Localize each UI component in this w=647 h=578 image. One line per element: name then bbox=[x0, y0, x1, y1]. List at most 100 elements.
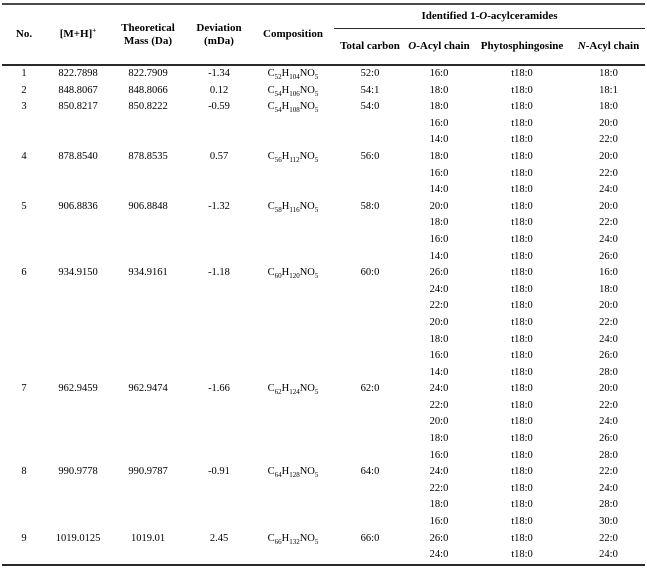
cell-phytosphingosine: t18:0 bbox=[511, 167, 533, 179]
cell-n-acyl-chain: 24:0 bbox=[599, 233, 618, 245]
table-row: 16:0 t18:0 22:0 bbox=[2, 166, 645, 183]
cell-o-acyl-chain: 24:0 bbox=[429, 383, 449, 395]
cell-o-acyl-chain: 24:0 bbox=[429, 283, 449, 295]
cell-phytosphingosine: t18:0 bbox=[511, 68, 533, 79]
cell-phytosphingosine: t18:0 bbox=[511, 366, 533, 378]
cell-o-acyl-chain: 16:0 bbox=[429, 117, 449, 129]
cell-phytosphingosine: t18:0 bbox=[511, 84, 533, 96]
cell-mh: 906.8836 bbox=[58, 200, 98, 212]
table-row: 1 822.7898 822.7909 -1.34 C52H104NO5 52:0 16:0… bbox=[2, 65, 645, 83]
cell-phytosphingosine: t18:0 bbox=[511, 250, 533, 262]
cell-n-acyl-chain: 18:0 bbox=[599, 101, 618, 113]
cell-deviation: -1.18 bbox=[208, 267, 230, 279]
cell-n-acyl-chain: 22:0 bbox=[599, 217, 618, 229]
cell-o-acyl-chain: 16:0 bbox=[429, 68, 449, 79]
col-header-no: No. bbox=[15, 28, 33, 40]
cell-deviation: 2.45 bbox=[209, 532, 229, 544]
cell-composition: C56H112NO5 bbox=[267, 150, 319, 165]
cell-n-acyl-chain: 28:0 bbox=[599, 449, 618, 461]
cell-phytosphingosine: t18:0 bbox=[511, 217, 533, 229]
cell-n-acyl-chain: 26:0 bbox=[599, 433, 618, 445]
cell-n-acyl-chain: 16:0 bbox=[599, 267, 618, 279]
cell-phytosphingosine: t18:0 bbox=[511, 150, 533, 162]
cell-phytosphingosine: t18:0 bbox=[511, 333, 533, 345]
table-row: 6 934.9150 934.9161 -1.18 C60H120NO5 60:0 26:0… bbox=[2, 265, 645, 282]
cell-composition: C54H108NO5 bbox=[267, 101, 319, 115]
table-row: 4 878.8540 878.8535 0.57 C56H112NO5 56:0 18:0 t… bbox=[2, 149, 645, 166]
cell-composition: C62H124NO5 bbox=[267, 383, 319, 397]
cell-deviation: 0.12 bbox=[209, 84, 229, 96]
cell-phytosphingosine: t18:0 bbox=[511, 184, 533, 196]
cell-phytosphingosine: t18:0 bbox=[511, 516, 533, 528]
col-header-mh: [M+H]+ bbox=[59, 26, 97, 40]
cell-phytosphingosine: t18:0 bbox=[511, 399, 533, 411]
table-row: 14:0 t18:0 22:0 bbox=[2, 132, 645, 149]
cell-composition: C58H116NO5 bbox=[267, 200, 319, 214]
cell-o-acyl-chain: 18:0 bbox=[429, 101, 449, 113]
cell-o-acyl-chain: 16:0 bbox=[429, 167, 449, 179]
cell-total-carbon: 58:0 bbox=[360, 200, 380, 212]
cell-no: 8 bbox=[21, 466, 27, 478]
table-body: 1 822.7898 822.7909 -1.34 C52H104NO5 52:0 16:0… bbox=[2, 65, 646, 565]
cell-n-acyl-chain: 18:0 bbox=[599, 68, 618, 79]
cell-theoretical-mass: 850.8222 bbox=[128, 101, 168, 113]
cell-o-acyl-chain: 14:0 bbox=[429, 134, 449, 146]
cell-o-acyl-chain: 26:0 bbox=[429, 267, 449, 279]
col-header-total-carbon: Total carbon bbox=[340, 40, 400, 52]
cell-phytosphingosine: t18:0 bbox=[511, 200, 533, 212]
cell-n-acyl-chain: 20:0 bbox=[599, 117, 618, 129]
cell-mh: 962.9459 bbox=[58, 383, 98, 395]
table-row: 7 962.9459 962.9474 -1.66 C62H124NO5 62:0 24:0… bbox=[2, 381, 645, 398]
table-row: 22:0 t18:0 22:0 bbox=[2, 398, 645, 415]
cell-phytosphingosine: t18:0 bbox=[511, 433, 533, 445]
cell-mh: 850.8217 bbox=[58, 101, 98, 113]
col-header-identified-group: Identified 1-O-acylceramides bbox=[334, 4, 646, 29]
table-row: 14:0 t18:0 26:0 bbox=[2, 249, 645, 266]
cell-composition: C54H106NO5 bbox=[267, 84, 319, 98]
table-row: 8 990.9778 990.9787 -0.91 C64H128NO5 64:0 24:0… bbox=[2, 464, 645, 481]
cell-theoretical-mass: 878.8535 bbox=[128, 150, 168, 162]
cell-phytosphingosine: t18:0 bbox=[511, 482, 533, 494]
header-row-sub: Total carbon O-Acyl chain Phytosphingosi… bbox=[2, 29, 645, 66]
cell-n-acyl-chain: 28:0 bbox=[599, 499, 618, 511]
cell-o-acyl-chain: 18:0 bbox=[429, 333, 449, 345]
table-row: 16:0 t18:0 28:0 bbox=[2, 448, 645, 465]
cell-mh: 848.8067 bbox=[58, 84, 98, 96]
cell-n-acyl-chain: 30:0 bbox=[599, 516, 618, 528]
cell-o-acyl-chain: 26:0 bbox=[429, 532, 449, 544]
cell-deviation: -1.34 bbox=[208, 68, 230, 79]
cell-n-acyl-chain: 22:0 bbox=[599, 399, 618, 411]
table-row: 14:0 t18:0 28:0 bbox=[2, 365, 645, 382]
cell-n-acyl-chain: 20:0 bbox=[599, 383, 618, 395]
cell-phytosphingosine: t18:0 bbox=[511, 233, 533, 245]
cell-phytosphingosine: t18:0 bbox=[511, 549, 533, 561]
cell-o-acyl-chain: 16:0 bbox=[429, 449, 449, 461]
table-row: 22:0 t18:0 24:0 bbox=[2, 481, 645, 498]
cell-theoretical-mass: 934.9161 bbox=[128, 267, 168, 279]
cell-no: 6 bbox=[21, 267, 27, 279]
cell-total-carbon: 60:0 bbox=[360, 267, 380, 279]
cell-theoretical-mass: 822.7909 bbox=[128, 68, 168, 79]
cell-phytosphingosine: t18:0 bbox=[511, 283, 533, 295]
cell-n-acyl-chain: 22:0 bbox=[599, 532, 618, 544]
cell-mh: 990.9778 bbox=[58, 466, 98, 478]
cell-mh: 934.9150 bbox=[58, 267, 98, 279]
cell-o-acyl-chain: 14:0 bbox=[429, 366, 449, 378]
table-row: 24:0 t18:0 18:0 bbox=[2, 282, 645, 299]
table-row: 18:0 t18:0 26:0 bbox=[2, 431, 645, 448]
col-header-composition: Composition bbox=[263, 28, 323, 40]
cell-o-acyl-chain: 20:0 bbox=[429, 200, 449, 212]
cell-phytosphingosine: t18:0 bbox=[511, 300, 533, 312]
table-row: 20:0 t18:0 24:0 bbox=[2, 414, 645, 431]
cell-total-carbon: 64:0 bbox=[360, 466, 380, 478]
cell-phytosphingosine: t18:0 bbox=[511, 134, 533, 146]
table-row: 9 1019.0125 1019.01 2.45 C66H132NO5 66:0 26:0 t… bbox=[2, 531, 645, 548]
cell-no: 4 bbox=[21, 150, 27, 162]
cell-o-acyl-chain: 22:0 bbox=[429, 399, 449, 411]
cell-n-acyl-chain: 22:0 bbox=[599, 316, 618, 328]
cell-n-acyl-chain: 20:0 bbox=[599, 200, 618, 212]
cell-phytosphingosine: t18:0 bbox=[511, 267, 533, 279]
table-row: 16:0 t18:0 26:0 bbox=[2, 348, 645, 365]
cell-theoretical-mass: 990.9787 bbox=[128, 466, 168, 478]
cell-mh: 878.8540 bbox=[58, 150, 98, 162]
